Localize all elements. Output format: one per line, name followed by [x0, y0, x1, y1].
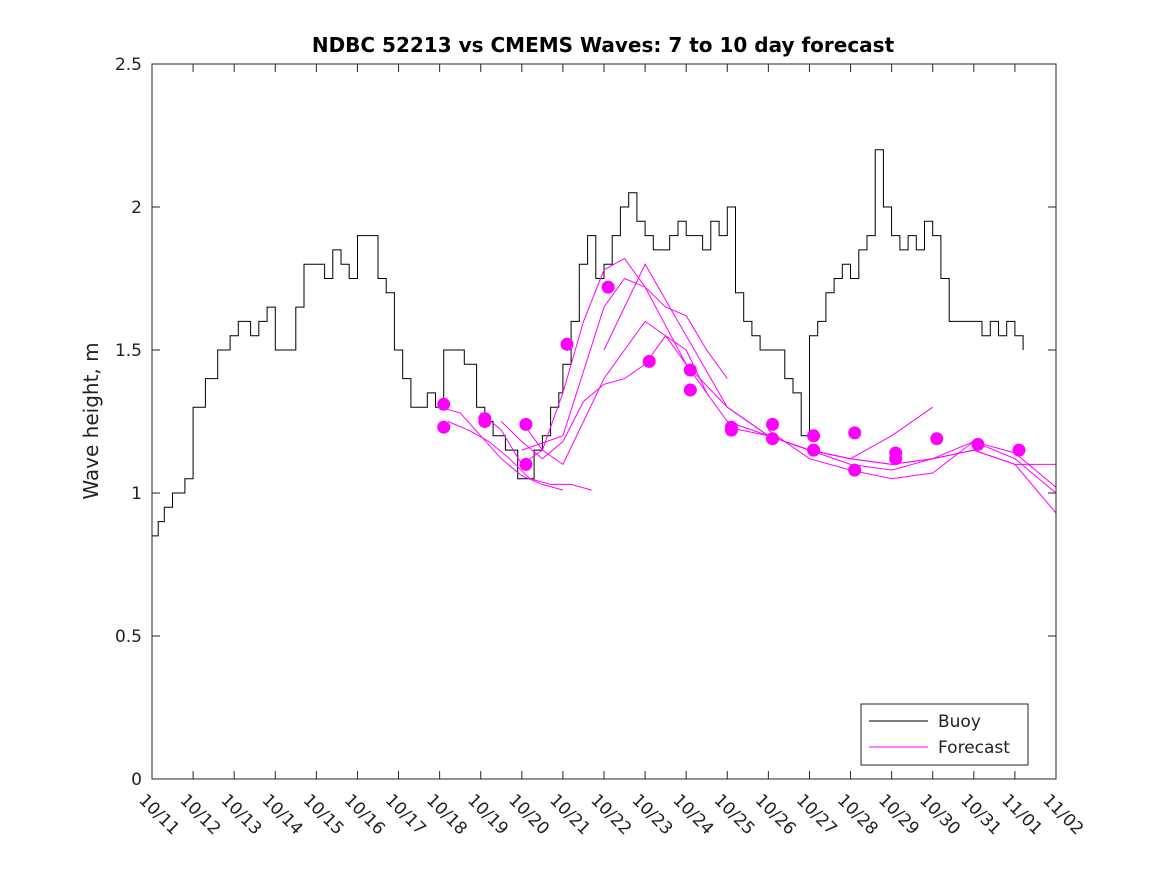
forecast-point	[519, 417, 533, 431]
y-tick-label: 1.5	[115, 341, 142, 361]
forecast-point	[601, 280, 615, 294]
y-axis: 0 0.5 1 1.5 2 2.5	[115, 55, 1056, 790]
forecast-point	[889, 452, 903, 466]
forecast-point	[724, 423, 738, 437]
forecast-series-line-9	[768, 429, 1057, 488]
y-tick-label: 1	[131, 484, 142, 504]
forecast-point	[848, 463, 862, 477]
x-tick-label: 10/30	[915, 790, 964, 839]
forecast-point	[642, 354, 656, 368]
legend-box	[860, 703, 1029, 766]
x-tick-label: 10/13	[217, 790, 266, 839]
forecast-point	[437, 397, 451, 411]
x-tick-label: 10/28	[833, 790, 882, 839]
y-tick-label: 0	[131, 770, 142, 790]
x-tick-label: 11/01	[997, 790, 1046, 839]
forecast-point	[766, 417, 779, 431]
forecast-point	[766, 432, 779, 446]
forecast-point	[1012, 443, 1026, 457]
forecast-series-line-2	[447, 421, 592, 491]
x-tick-label: 10/18	[422, 790, 471, 839]
forecast-series-line-4	[500, 335, 708, 460]
x-tick-label: 10/15	[299, 790, 348, 839]
x-tick-label: 10/12	[176, 790, 225, 839]
x-tick-label: 10/26	[751, 790, 800, 839]
y-tick-label: 2	[131, 198, 142, 218]
plot-area	[152, 64, 1056, 779]
forecast-point	[560, 337, 574, 351]
x-tick-label: 10/21	[545, 790, 594, 839]
buoy-series-line	[152, 149, 1024, 537]
x-tick-label: 10/11	[134, 790, 183, 839]
chart-title: NDBC 52213 vs CMEMS Waves: 7 to 10 day f…	[312, 33, 895, 57]
forecast-point	[478, 415, 492, 428]
legend: Buoy Forecast	[860, 703, 1029, 766]
x-tick-label: 10/29	[874, 790, 923, 839]
forecast-point	[683, 383, 697, 397]
forecast-point	[807, 429, 821, 443]
forecast-point	[807, 443, 821, 457]
forecast-point	[437, 420, 451, 434]
x-tick-label: 10/20	[504, 790, 553, 839]
forecast-point	[971, 437, 985, 451]
forecast-series-line-1	[439, 406, 564, 491]
x-tick-label: 10/23	[628, 790, 677, 839]
x-tick-label: 11/02	[1038, 790, 1087, 839]
forecast-series-line-8	[727, 426, 1056, 465]
x-tick-label: 10/16	[340, 790, 389, 839]
x-tick-label: 10/17	[381, 790, 430, 839]
legend-buoy-label: Buoy	[938, 712, 981, 732]
y-tick-label: 2.5	[115, 55, 142, 75]
x-tick-label: 10/14	[258, 790, 307, 839]
forecast-points	[437, 280, 1026, 477]
x-tick-label: 10/31	[956, 790, 1005, 839]
x-tick-label: 10/22	[586, 790, 635, 839]
legend-forecast-label: Forecast	[938, 738, 1010, 758]
x-tick-label: 10/25	[710, 790, 759, 839]
x-tick-label: 10/24	[669, 790, 718, 839]
forecast-point	[519, 457, 533, 471]
forecast-point	[930, 432, 944, 446]
plot-frame	[151, 63, 1057, 780]
y-tick-label: 0.5	[115, 627, 142, 647]
y-axis-label: Wave height, m	[79, 342, 103, 499]
forecast-point	[683, 363, 697, 377]
x-tick-label: 10/27	[792, 790, 841, 839]
x-tick-label: 10/19	[463, 790, 512, 839]
forecast-point	[848, 426, 862, 440]
